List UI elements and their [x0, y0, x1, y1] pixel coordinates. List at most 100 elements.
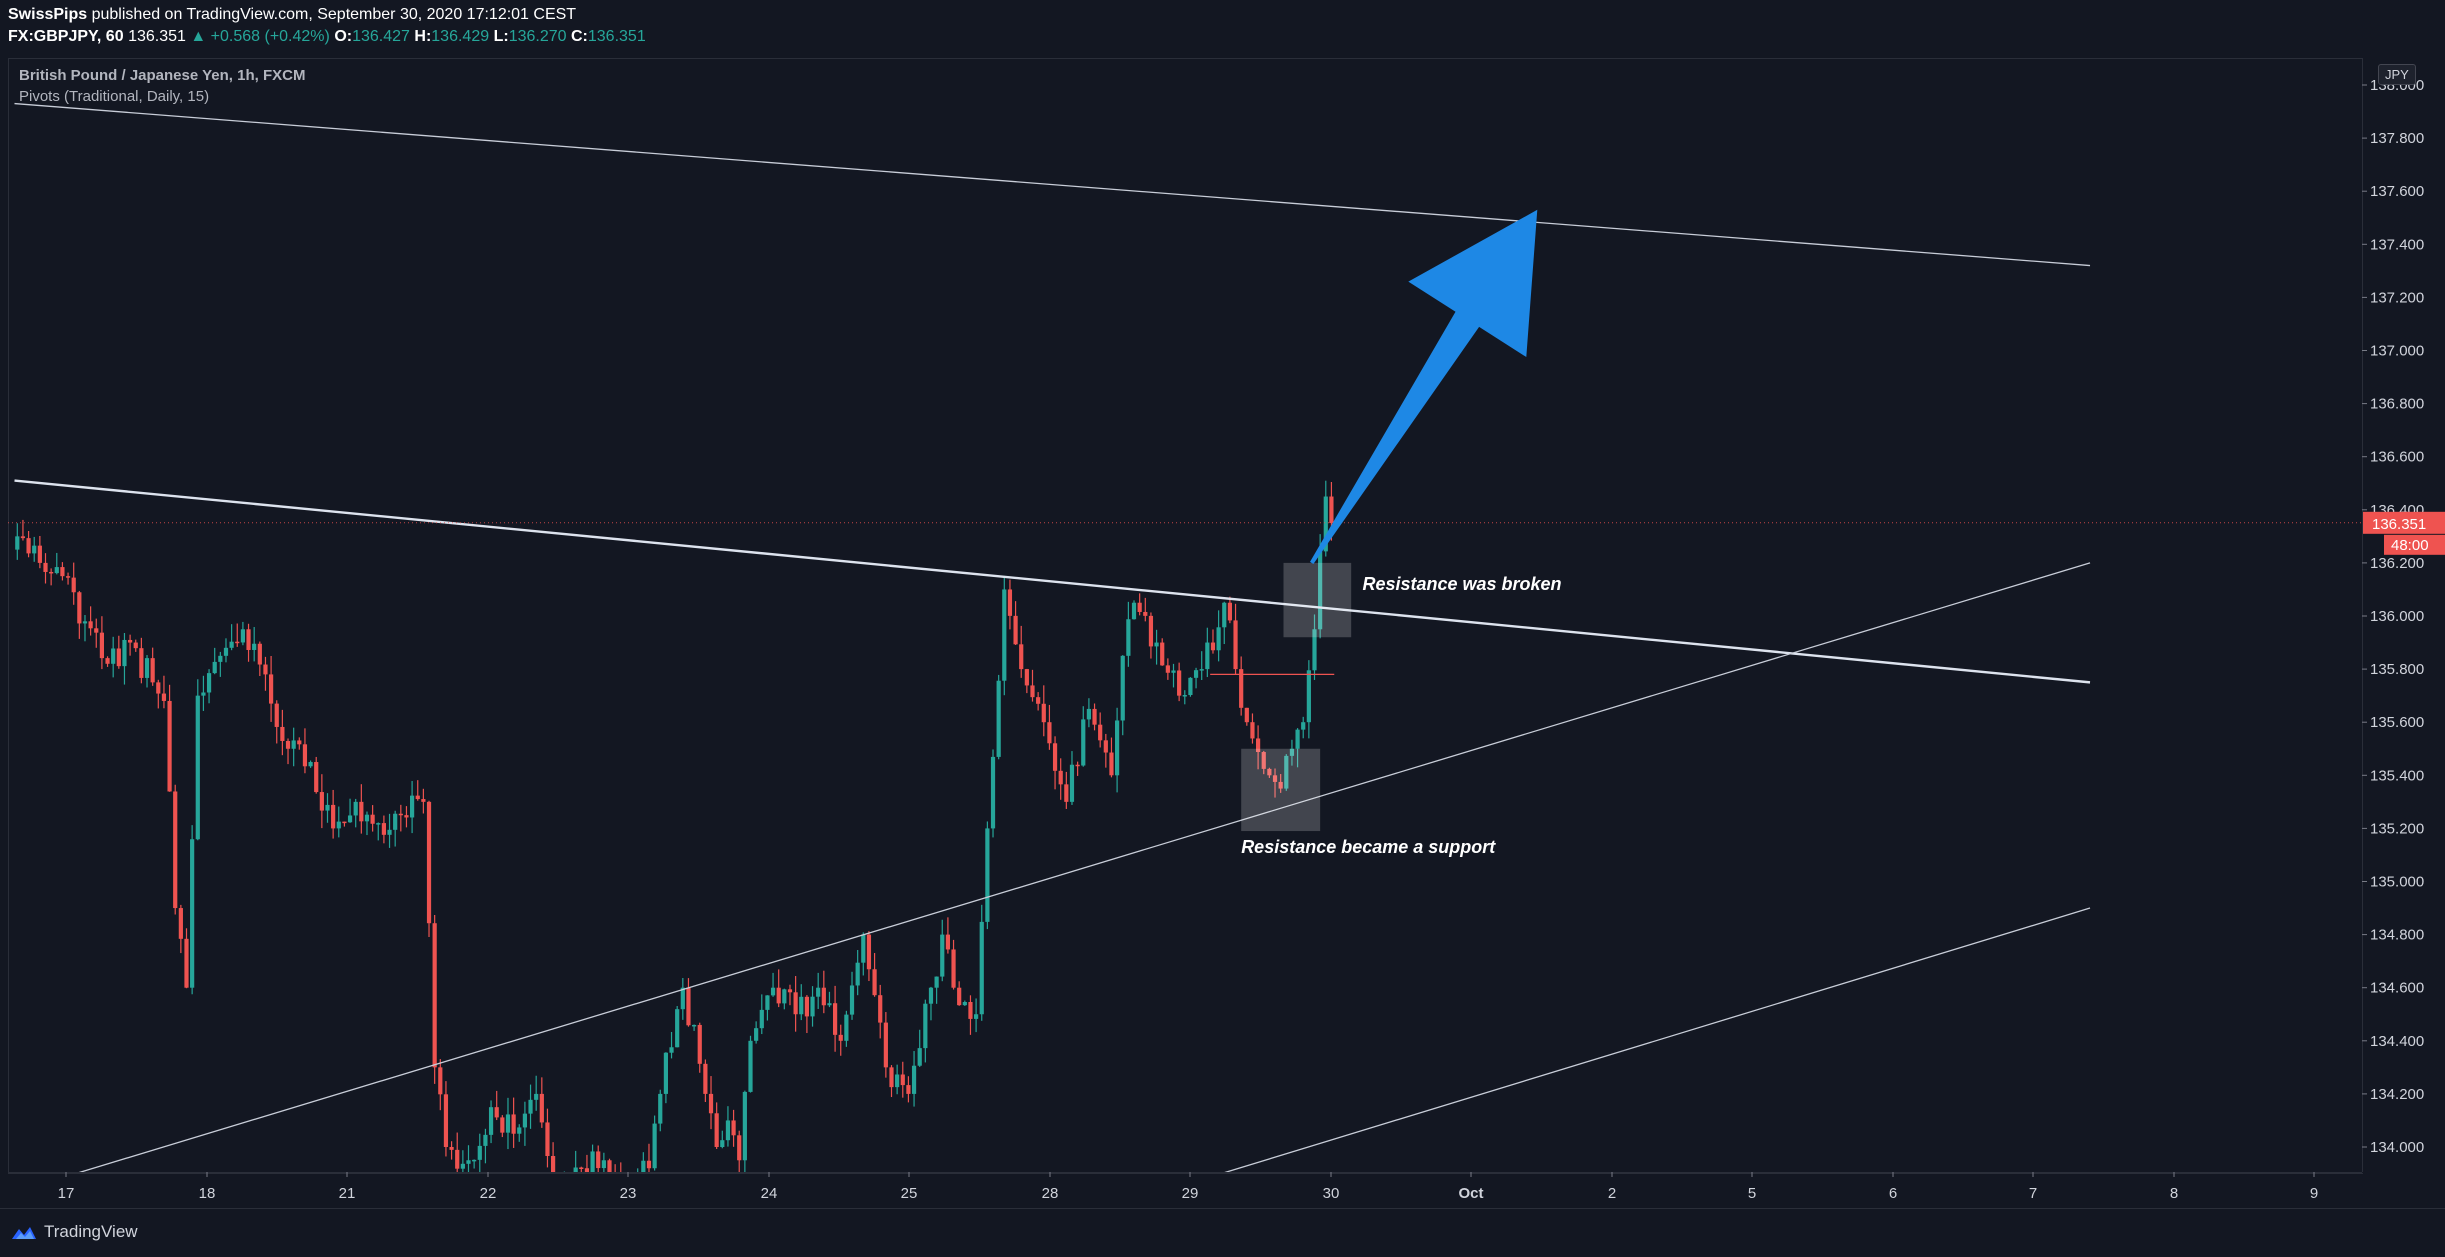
- candle-body: [353, 801, 358, 816]
- candle-body: [466, 1160, 471, 1164]
- footer: [0, 1208, 2445, 1257]
- candle-body: [274, 703, 279, 727]
- candle-body: [680, 987, 685, 1010]
- candle-body: [1227, 602, 1232, 621]
- candle-body: [1019, 644, 1024, 670]
- candle-body: [1171, 670, 1176, 673]
- candle-body: [252, 643, 257, 650]
- candle-body: [1007, 589, 1013, 616]
- candle-body: [1024, 669, 1029, 686]
- candle-body: [184, 938, 189, 988]
- time-tick-label: 8: [2170, 1185, 2178, 1202]
- candle-body: [895, 1074, 900, 1088]
- candle-body: [49, 571, 54, 574]
- candle-body: [161, 693, 167, 701]
- price-axis[interactable]: [2362, 58, 2445, 1172]
- candle-body: [342, 821, 347, 824]
- candle-body: [71, 577, 76, 593]
- candle-body: [94, 628, 99, 633]
- countdown-bg: [2384, 534, 2445, 555]
- candle-body: [460, 1163, 465, 1169]
- time-axis[interactable]: [8, 1172, 2362, 1209]
- candle-body: [319, 792, 324, 811]
- candle-body: [517, 1127, 522, 1134]
- candle-body: [398, 813, 403, 816]
- candle-body: [799, 996, 804, 1015]
- indicator-legend[interactable]: Pivots (Traditional, Daily, 15): [19, 88, 210, 105]
- candle-body: [601, 1160, 606, 1169]
- candle-body: [421, 799, 426, 802]
- candle-body: [827, 1003, 832, 1006]
- time-tick-label: 9: [2310, 1185, 2318, 1202]
- price-tick-label: 134.400: [2370, 1033, 2424, 1050]
- candle-body: [212, 661, 217, 674]
- annotation-resistance-broken: Resistance was broken: [1362, 574, 1561, 594]
- candle-body: [793, 992, 798, 1015]
- candle-body: [754, 1028, 759, 1041]
- candle-body: [201, 692, 206, 696]
- candle-body: [906, 1085, 911, 1094]
- candle-body: [122, 639, 127, 667]
- candle-body: [911, 1065, 917, 1094]
- candle-body: [1261, 752, 1266, 769]
- candle-body: [579, 1167, 584, 1169]
- candle-body: [1030, 685, 1035, 698]
- trendline: [14, 479, 2091, 684]
- candle-body: [387, 829, 392, 835]
- candle-body: [1075, 764, 1080, 767]
- candle-body: [522, 1113, 527, 1128]
- low-value: 136.270: [508, 28, 567, 45]
- candle-body: [370, 814, 375, 824]
- candle-body: [505, 1114, 511, 1133]
- candle-body: [669, 1047, 674, 1053]
- candle-body: [88, 621, 93, 629]
- candle-body: [77, 592, 82, 624]
- candle-body: [607, 1160, 612, 1172]
- time-tick-label: 25: [901, 1185, 918, 1202]
- symbol-label: FX:GBPJPY, 60: [8, 28, 124, 45]
- tradingview-logo[interactable]: TradingView: [10, 1222, 138, 1242]
- candle-body: [128, 639, 133, 643]
- candle-body: [985, 828, 990, 922]
- trendline: [1224, 907, 2091, 1172]
- candle-body: [1233, 620, 1238, 670]
- candle-body: [1210, 642, 1216, 651]
- candle-body: [235, 641, 240, 644]
- candle-body: [1278, 781, 1283, 789]
- candle-body: [613, 1176, 617, 1178]
- change-up-icon: ▲: [190, 28, 207, 45]
- candle-body: [584, 1168, 590, 1172]
- candle-body: [1092, 708, 1097, 725]
- candle-body: [511, 1114, 516, 1134]
- candle-body: [105, 658, 110, 664]
- candle-body: [449, 1147, 454, 1150]
- candle-body: [1284, 755, 1289, 789]
- candle-body: [810, 996, 815, 1017]
- candle-body: [144, 658, 150, 678]
- currency-label[interactable]: JPY: [2378, 64, 2416, 85]
- price-tag-value: 136.351: [2372, 516, 2426, 533]
- candle-body: [1177, 670, 1182, 696]
- publisher-name[interactable]: SwissPips: [8, 6, 88, 23]
- candle-body: [731, 1120, 736, 1136]
- price-tick-label: 134.800: [2370, 927, 2424, 944]
- candle-body: [1081, 719, 1086, 766]
- chart-pane[interactable]: [8, 58, 2363, 1174]
- candle-body: [1002, 589, 1007, 681]
- candle-body: [568, 1182, 572, 1189]
- instrument-legend[interactable]: British Pound / Japanese Yen, 1h, FXCM: [19, 67, 306, 84]
- candle-body: [1041, 703, 1046, 723]
- price-tick-label: 137.400: [2370, 236, 2424, 253]
- candle-body: [472, 1159, 477, 1162]
- candle-body: [415, 795, 420, 800]
- price-tick-label: 134.600: [2370, 980, 2424, 997]
- candle-body: [974, 1014, 979, 1019]
- candle-body: [1188, 677, 1193, 696]
- candle-body: [534, 1093, 539, 1100]
- candle-body: [173, 791, 178, 909]
- time-tick-label: Oct: [1458, 1185, 1483, 1202]
- candle-body: [60, 567, 65, 577]
- candle-body: [195, 695, 200, 840]
- high-value: 136.429: [431, 28, 490, 45]
